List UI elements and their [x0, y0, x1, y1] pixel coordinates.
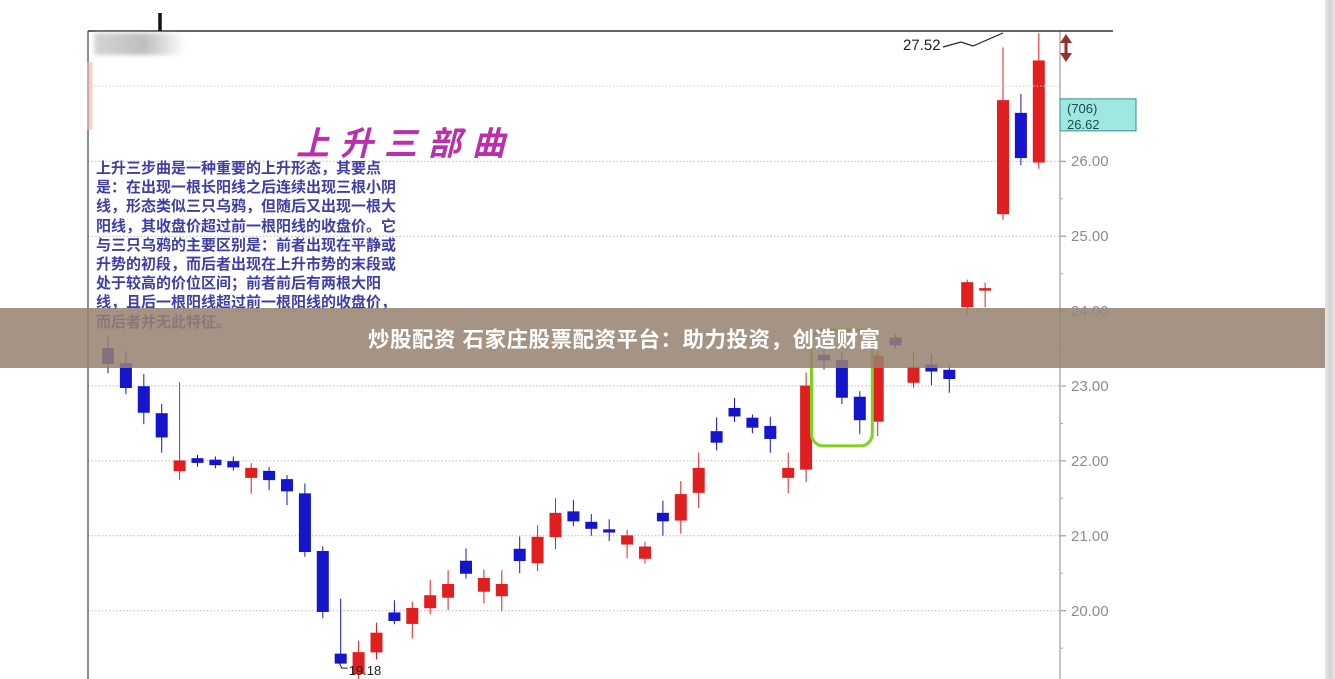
svg-text:27.52: 27.52 [903, 37, 941, 54]
svg-text:26.62: 26.62 [1067, 117, 1100, 132]
svg-text:19.18: 19.18 [349, 663, 382, 678]
svg-text:(706): (706) [1067, 101, 1097, 116]
